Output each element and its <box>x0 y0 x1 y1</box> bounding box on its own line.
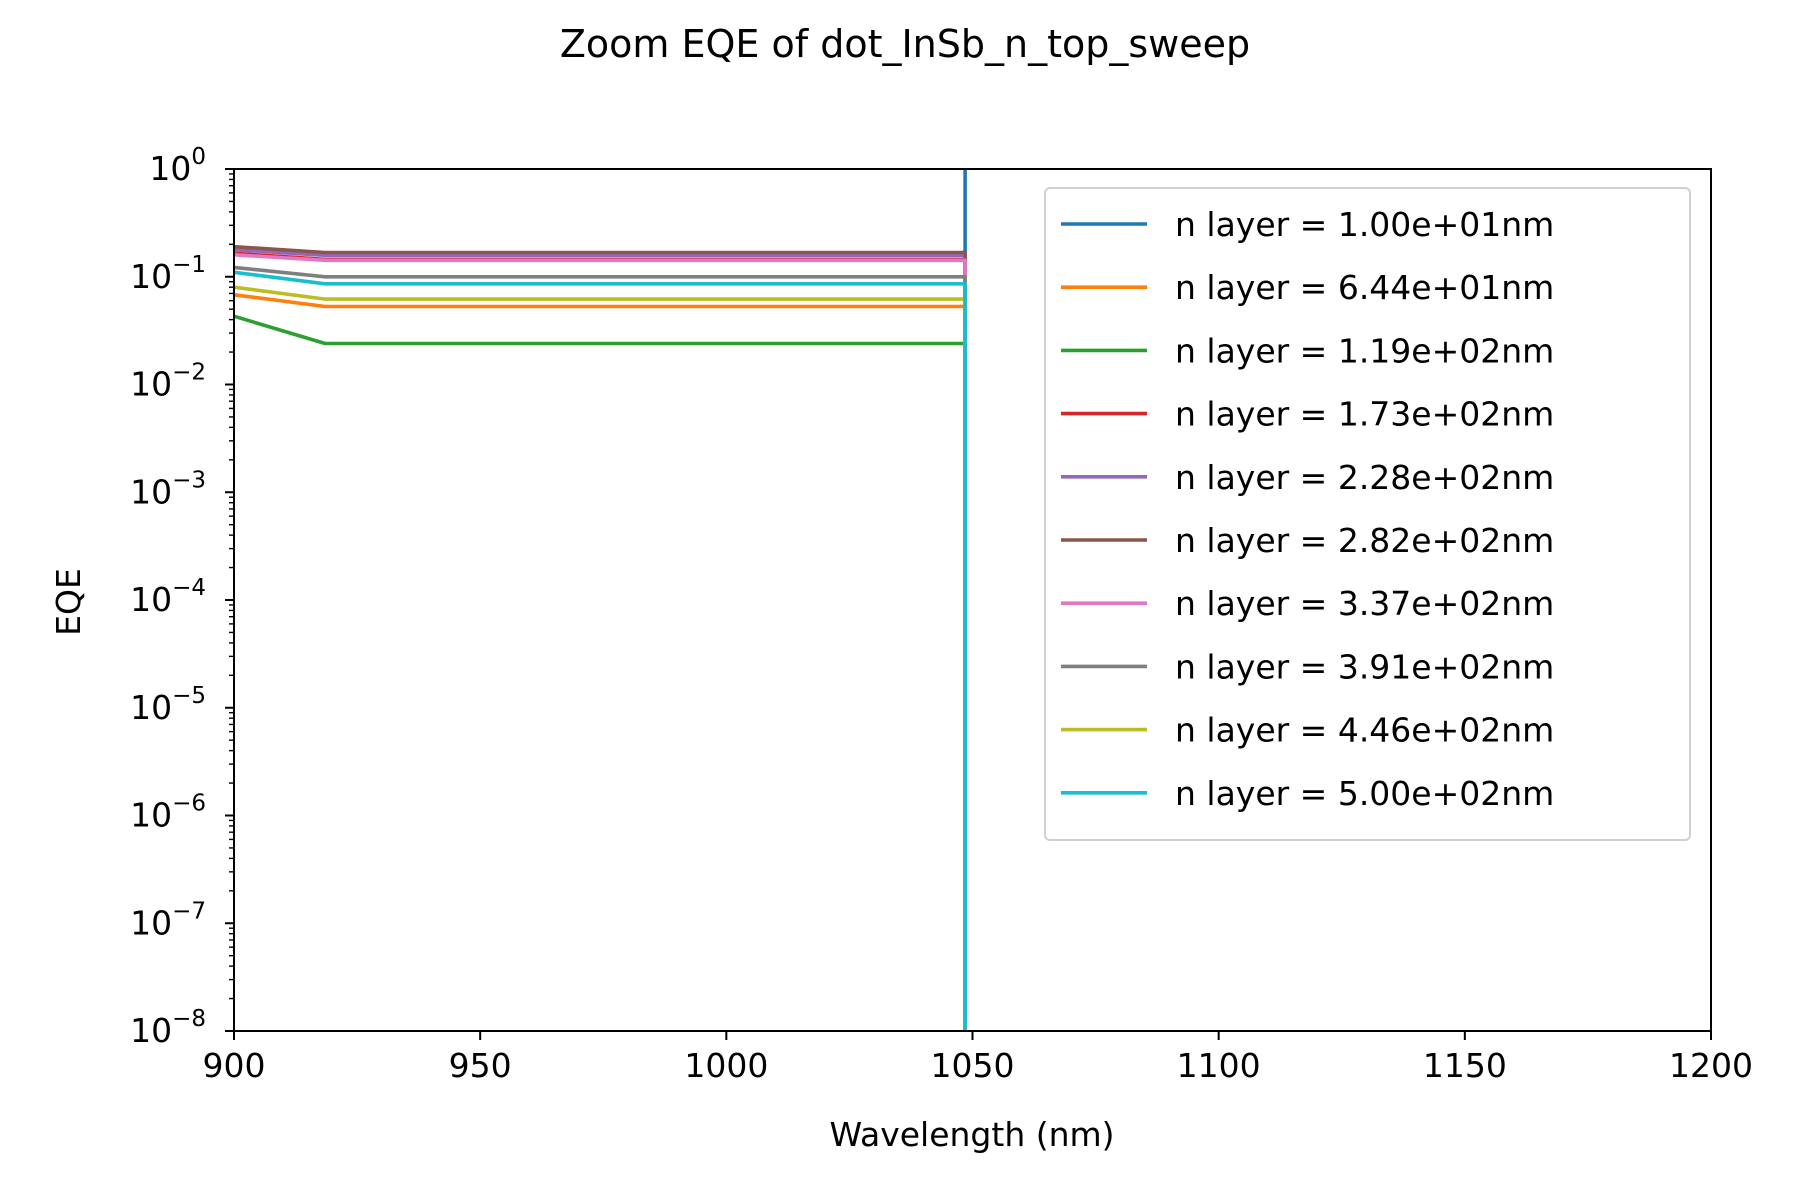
series-line-4 <box>233 251 967 1031</box>
legend-entry-label: n layer = 2.82e+02nm <box>1175 521 1554 560</box>
legend-entry-label: n layer = 5.00e+02nm <box>1175 774 1554 813</box>
series-line-5 <box>233 248 967 1031</box>
y-tick-label: 10−1 <box>130 252 206 296</box>
y-axis: 100 10−1 10−2 10−3 10−4 10−5 10−6 10−7 10−8 <box>130 144 234 1050</box>
series-line-3 <box>233 314 967 1031</box>
chart-title: Zoom EQE of dot_InSb_n_top_sweep <box>560 22 1250 66</box>
legend-entry-label: n layer = 6.44e+01nm <box>1175 268 1554 307</box>
y-tick-label: 100 <box>149 144 206 188</box>
y-tick-label: 10−6 <box>130 791 206 835</box>
y-tick-label: 10−4 <box>130 575 206 619</box>
series-line-7 <box>233 253 967 1031</box>
series-layer <box>233 169 967 1031</box>
y-tick-label: 10−8 <box>130 1006 206 1050</box>
legend-entry-label: n layer = 1.19e+02nm <box>1175 331 1554 370</box>
x-tick-label: 950 <box>449 1046 512 1085</box>
series-line-6 <box>233 244 967 1031</box>
x-axis-label: Wavelength (nm) <box>829 1115 1114 1154</box>
series-line-9 <box>233 285 967 1031</box>
y-tick-label: 10−2 <box>130 360 206 404</box>
legend-entry-label: n layer = 2.28e+02nm <box>1175 458 1554 497</box>
series-line-2 <box>233 293 967 1031</box>
legend-entry-label: n layer = 3.37e+02nm <box>1175 584 1554 623</box>
legend-entry-label: n layer = 3.91e+02nm <box>1175 647 1554 686</box>
x-tick-label: 1100 <box>1177 1046 1261 1085</box>
x-tick-label: 900 <box>203 1046 266 1085</box>
legend-entry-label: n layer = 4.46e+02nm <box>1175 711 1554 750</box>
y-tick-label: 10−7 <box>130 898 206 942</box>
series-line-10 <box>233 270 967 1031</box>
y-tick-label: 10−3 <box>130 467 206 511</box>
x-axis: 900 950 1000 1050 1100 1150 1200 <box>203 1031 1753 1085</box>
series-line-8 <box>233 265 967 1031</box>
x-tick-label: 1150 <box>1423 1046 1507 1085</box>
x-tick-label: 1050 <box>931 1046 1015 1085</box>
legend-entry-label: n layer = 1.73e+02nm <box>1175 395 1554 434</box>
x-tick-label: 1000 <box>684 1046 768 1085</box>
legend-entry-label: n layer = 1.00e+01nm <box>1175 205 1554 244</box>
y-tick-label: 10−5 <box>130 683 206 727</box>
legend: n layer = 1.00e+01nm n layer = 6.44e+01nm… <box>1044 187 1691 841</box>
x-tick-label: 1200 <box>1669 1046 1753 1085</box>
y-axis-label: EQE <box>49 568 88 636</box>
legend-box <box>1044 187 1691 841</box>
